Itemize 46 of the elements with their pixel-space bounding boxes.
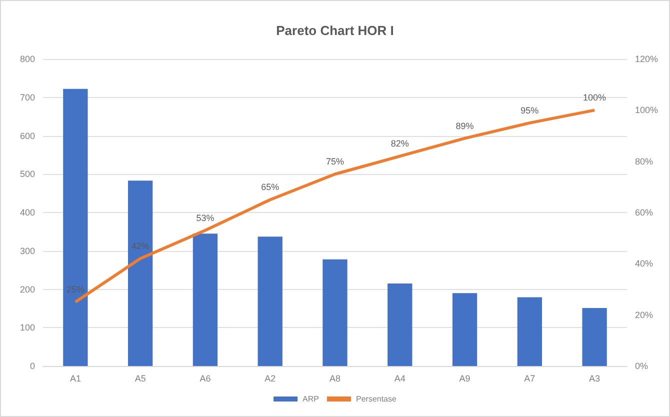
bar <box>582 308 607 366</box>
x-tick-label: A5 <box>134 374 146 384</box>
data-label: 82% <box>390 138 409 149</box>
data-label: 53% <box>196 212 214 223</box>
chart-title: Pareto Chart HOR I <box>276 23 394 38</box>
data-label: 25% <box>66 284 84 295</box>
bar <box>258 236 282 366</box>
bar <box>322 259 348 366</box>
data-label: 89% <box>456 120 474 131</box>
bar <box>517 297 542 366</box>
bar <box>63 88 88 366</box>
y-tick-label: 800 <box>20 54 35 64</box>
y2-tick-label: 100% <box>635 105 658 116</box>
y-tick-label: 0 <box>30 361 35 371</box>
x-tick-label: A4 <box>394 374 406 384</box>
x-tick-label: A6 <box>200 374 211 384</box>
bar <box>452 293 478 366</box>
y-tick-label: 600 <box>20 130 35 141</box>
y2-tick-label: 20% <box>635 310 654 320</box>
data-label: 100% <box>583 92 606 103</box>
y-tick-label: 500 <box>20 169 35 180</box>
bar <box>128 180 153 366</box>
x-tick-label: A8 <box>329 374 341 384</box>
bar <box>388 283 412 366</box>
data-label: 42% <box>131 241 150 252</box>
data-label: 65% <box>261 182 280 192</box>
data-label: 95% <box>520 105 539 116</box>
x-tick-label: A7 <box>524 374 536 384</box>
y-tick-label: 100 <box>20 322 35 333</box>
y-tick-label: 700 <box>20 92 35 102</box>
x-tick-label: A3 <box>589 374 600 384</box>
y2-tick-label: 0% <box>635 361 648 371</box>
data-label: 75% <box>326 156 344 167</box>
y2-tick-label: 60% <box>635 208 654 218</box>
legend-label: ARP <box>302 394 319 404</box>
x-tick-label: A9 <box>459 374 470 384</box>
y2-tick-label: 120% <box>635 54 658 64</box>
y-tick-label: 300 <box>20 246 35 256</box>
x-tick-label: A1 <box>70 374 81 384</box>
y-tick-label: 200 <box>20 284 35 294</box>
y2-tick-label: 80% <box>635 156 654 166</box>
legend-label: Persentase <box>356 394 398 404</box>
x-tick-label: A2 <box>264 374 276 384</box>
bar <box>192 234 218 366</box>
y2-tick-label: 40% <box>635 258 654 269</box>
y-tick-label: 400 <box>20 208 35 218</box>
